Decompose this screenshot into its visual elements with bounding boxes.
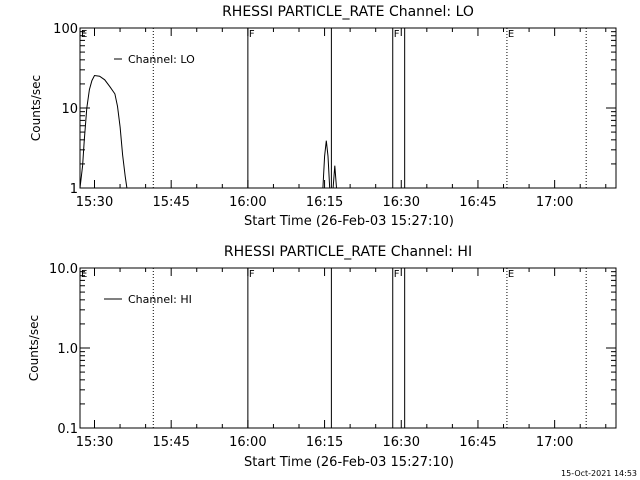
plot-frame xyxy=(79,27,617,189)
legend: Channel: LO xyxy=(114,53,195,66)
y-axis-label: Counts/sec xyxy=(29,75,43,141)
chart-title: RHESSI PARTICLE_RATE Channel: HI xyxy=(224,244,472,260)
plot-frame xyxy=(79,267,617,429)
marker-label: F xyxy=(394,29,400,40)
y-tick-label: 0.1 xyxy=(57,422,78,437)
chart-panel-hi: RHESSI PARTICLE_RATE Channel: HI Start T… xyxy=(27,244,617,470)
legend-label: Channel: HI xyxy=(128,293,192,306)
legend-label: Channel: LO xyxy=(128,53,195,66)
axis-ticks: 15:30 15:45 16:00 16:15 16:30 16:45 17:00 0.1 1.… xyxy=(49,262,616,450)
x-tick-label: 16:45 xyxy=(459,195,496,210)
legend: Channel: HI xyxy=(104,293,192,306)
x-tick-label: 15:30 xyxy=(76,195,113,210)
marker-label: E xyxy=(81,269,87,280)
marker-label: E xyxy=(81,29,87,40)
y-tick-label: 10 xyxy=(61,102,78,117)
x-tick-label: 15:30 xyxy=(76,435,113,450)
series-line xyxy=(322,140,331,189)
x-tick-label: 17:00 xyxy=(536,195,573,210)
marker-label: E xyxy=(508,269,514,280)
x-tick-label: 15:45 xyxy=(152,435,189,450)
chart-title: RHESSI PARTICLE_RATE Channel: LO xyxy=(222,4,474,20)
y-tick-label: 100 xyxy=(53,22,78,37)
chart-panel-lo: RHESSI PARTICLE_RATE Channel: LO Start T… xyxy=(29,4,617,229)
x-tick-label: 15:45 xyxy=(152,195,189,210)
axis-ticks: 15:30 15:45 16:00 16:15 16:30 16:45 17:00 1 10 10… xyxy=(53,22,616,210)
y-tick-label: 10.0 xyxy=(49,262,78,277)
footer-timestamp: 15-Oct-2021 14:53 xyxy=(561,469,637,478)
x-tick-label: 17:00 xyxy=(536,435,573,450)
series-line xyxy=(79,74,128,189)
x-tick-label: 16:00 xyxy=(229,195,266,210)
x-tick-label: 16:45 xyxy=(459,435,496,450)
x-axis-label: Start Time (26-Feb-03 15:27:10) xyxy=(244,455,454,470)
series-lines xyxy=(79,74,337,189)
x-tick-label: 16:30 xyxy=(383,435,420,450)
x-axis-label: Start Time (26-Feb-03 15:27:10) xyxy=(244,214,454,229)
marker-label: E xyxy=(508,29,514,40)
y-axis-label: Counts/sec xyxy=(27,315,41,381)
x-tick-label: 16:30 xyxy=(383,195,420,210)
series-line xyxy=(332,165,337,189)
x-tick-label: 16:00 xyxy=(229,435,266,450)
x-tick-label: 16:15 xyxy=(306,435,343,450)
x-tick-label: 16:15 xyxy=(306,195,343,210)
y-tick-label: 1.0 xyxy=(57,342,78,357)
marker-label: F xyxy=(394,269,400,280)
marker-label: F xyxy=(249,269,255,280)
y-tick-label: 1 xyxy=(70,182,78,197)
marker-label: F xyxy=(249,29,255,40)
